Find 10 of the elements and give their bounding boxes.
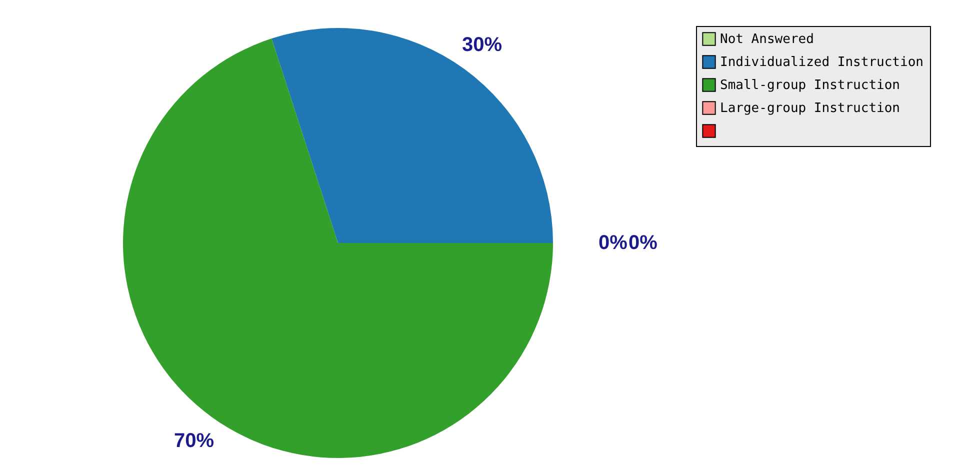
- pie-slice: [272, 28, 553, 243]
- legend-label: Not Answered: [720, 32, 814, 47]
- pie-slice: [123, 38, 553, 458]
- data-label: 70%: [174, 430, 214, 452]
- text: 0%: [628, 232, 658, 254]
- text: 0%: [598, 232, 628, 254]
- legend-label: Individualized Instruction: [720, 55, 924, 70]
- data-label: 30%: [462, 34, 502, 56]
- legend-label: Large-group Instruction: [720, 101, 900, 116]
- legend-label: Small-group Instruction: [720, 78, 900, 93]
